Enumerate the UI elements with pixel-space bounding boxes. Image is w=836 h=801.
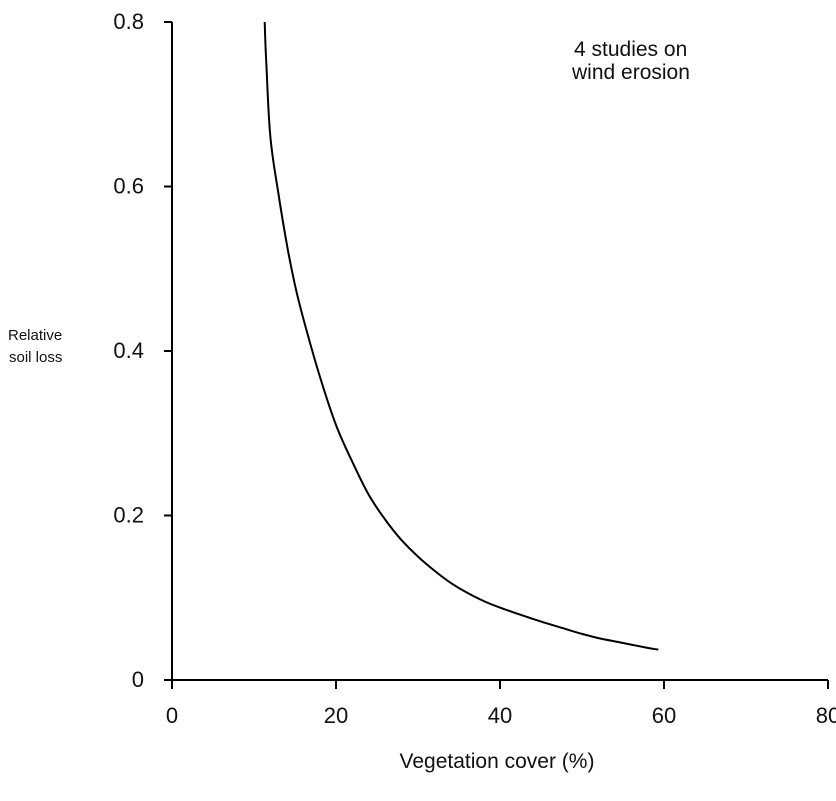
y-tick-label: 0.2 xyxy=(113,503,144,528)
series xyxy=(263,21,659,651)
x-tick-label: 80 xyxy=(816,703,836,728)
annotation-line-1: 4 studies on xyxy=(574,38,687,61)
x-tick-label: 60 xyxy=(652,703,676,728)
y-axis-title-line-2: soil loss xyxy=(9,349,62,366)
y-axis-title-line-1: Relative xyxy=(8,327,62,344)
series-line xyxy=(263,21,659,651)
axes xyxy=(164,22,828,681)
y-tick-label: 0.8 xyxy=(113,9,144,34)
annotation: 4 studies on wind erosion xyxy=(571,38,690,84)
y-tick-label: 0 xyxy=(132,667,144,692)
x-axis-title: Vegetation cover (%) xyxy=(400,750,595,773)
y-axis-title: Relative soil loss xyxy=(8,327,62,366)
y-tick-label: 0.6 xyxy=(113,174,144,199)
x-tick-label: 20 xyxy=(324,703,348,728)
x-tick-label: 40 xyxy=(488,703,512,728)
annotation-line-2: wind erosion xyxy=(571,61,690,84)
ticks: 0 0.2 0.4 0.6 0.8 0 20 40 60 80 xyxy=(113,9,836,728)
y-tick-label: 0.4 xyxy=(113,338,144,363)
x-tick-label: 0 xyxy=(166,703,178,728)
